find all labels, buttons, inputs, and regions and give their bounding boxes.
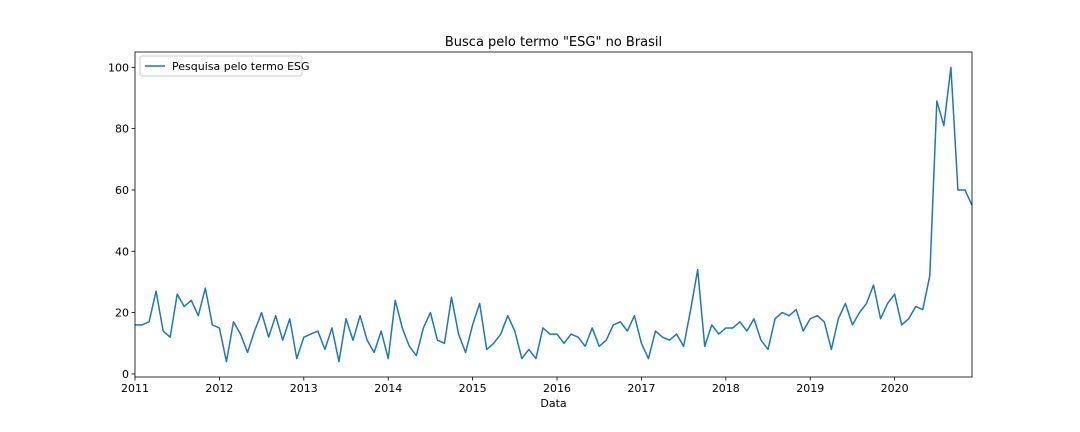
x-tick-label: 2014 [374,382,402,395]
series-line [135,66,973,363]
x-tick-label: 2011 [121,382,149,395]
x-tick-label: 2013 [290,382,318,395]
y-tick-label: 100 [108,61,129,74]
x-tick-label: 2019 [796,382,824,395]
x-tick-label: 2016 [543,382,571,395]
plot-area [135,66,973,363]
y-tick-label: 20 [115,307,129,320]
legend: Pesquisa pelo termo ESG [139,55,310,77]
x-axis-title: Data [540,397,566,410]
x-tick-label: 2018 [712,382,740,395]
legend-label: Pesquisa pelo termo ESG [172,60,310,73]
x-tick-label: 2012 [205,382,233,395]
x-tick-label: 2017 [627,382,655,395]
y-axis: 0 20 40 60 80 100 [108,61,135,381]
x-tick-label: 2015 [459,382,487,395]
chart-title: Busca pelo termo "ESG" no Brasil [445,35,662,50]
y-tick-label: 40 [115,245,129,258]
plot-frame [134,51,973,378]
y-tick-label: 0 [122,368,129,381]
y-tick-label: 60 [115,184,129,197]
legend-box [139,55,303,77]
x-tick-label: 2020 [881,382,909,395]
y-tick-label: 80 [115,123,129,136]
x-axis: 2011 2012 2013 2014 2015 2016 2017 2018 2019 2020 [121,377,909,395]
